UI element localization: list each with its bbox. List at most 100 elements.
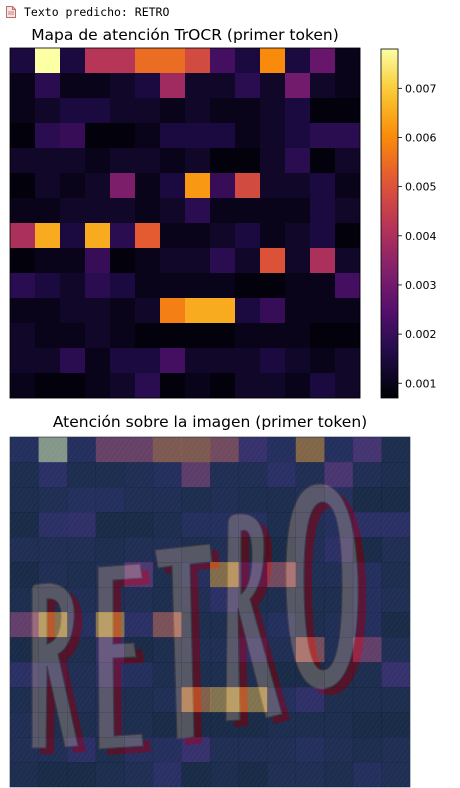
colorbar-tick-label: 0.007 bbox=[405, 82, 437, 95]
heatmap-cell bbox=[185, 223, 211, 249]
overlay-cell bbox=[95, 612, 125, 638]
overlay-cell bbox=[38, 737, 68, 763]
heatmap-cell bbox=[335, 248, 361, 274]
heatmap-cell bbox=[135, 273, 161, 299]
overlay-cell bbox=[67, 562, 97, 588]
heatmap-cell bbox=[60, 198, 86, 224]
heatmap-cell bbox=[210, 148, 236, 174]
overlay-cell bbox=[267, 487, 297, 513]
overlay-cell bbox=[210, 437, 239, 463]
heatmap-cell bbox=[335, 123, 361, 149]
overlay-cell bbox=[381, 612, 410, 638]
overlay-cell bbox=[238, 437, 268, 463]
overlay-cell bbox=[352, 762, 382, 787]
heatmap-cell bbox=[310, 148, 336, 174]
overlay-cell bbox=[238, 587, 268, 613]
heatmap-cell bbox=[235, 198, 261, 224]
heatmap-cell bbox=[60, 223, 86, 249]
heatmap-cell bbox=[185, 148, 211, 174]
heatmap-cells bbox=[10, 48, 361, 399]
heatmap-cell bbox=[60, 248, 86, 274]
output-line: Texto predicho: RETRO bbox=[6, 3, 169, 21]
heatmap-cell bbox=[110, 373, 136, 399]
overlay-cell bbox=[324, 662, 354, 688]
overlay-title: Atención sobre la imagen (primer token) bbox=[52, 413, 368, 431]
colorbar-tick-label: 0.002 bbox=[405, 328, 437, 341]
heatmap-cell bbox=[160, 373, 186, 399]
overlay-cell bbox=[324, 462, 354, 488]
overlay-cell bbox=[267, 587, 297, 613]
overlay-cell bbox=[381, 637, 410, 663]
heatmap-cell bbox=[185, 298, 211, 324]
overlay-cell bbox=[352, 737, 382, 763]
overlay-cell bbox=[95, 562, 125, 588]
heatmap-cell bbox=[85, 323, 111, 349]
overlay-cell bbox=[95, 687, 125, 713]
heatmap-cell bbox=[160, 348, 186, 374]
heatmap-cell bbox=[160, 273, 186, 299]
heatmap-cell bbox=[335, 348, 361, 374]
overlay-cell bbox=[352, 537, 382, 563]
overlay-cell bbox=[67, 487, 97, 513]
overlay-cell bbox=[210, 687, 239, 713]
overlay-cell bbox=[10, 662, 39, 688]
heatmap-cell bbox=[285, 223, 311, 249]
overlay-cell bbox=[38, 587, 68, 613]
heatmap-cell bbox=[10, 298, 36, 324]
heatmap-cell bbox=[10, 373, 36, 399]
overlay-cell bbox=[38, 487, 68, 513]
overlay-cell bbox=[38, 687, 68, 713]
heatmap-cell bbox=[285, 298, 311, 324]
heatmap-cell bbox=[110, 123, 136, 149]
heatmap-cell bbox=[10, 248, 36, 274]
heatmap-cell bbox=[110, 48, 136, 74]
overlay-cell bbox=[267, 737, 297, 763]
overlay-cell bbox=[124, 562, 154, 588]
heatmap-cell bbox=[210, 248, 236, 274]
heatmap-cell bbox=[135, 373, 161, 399]
overlay-cell bbox=[38, 712, 68, 738]
heatmap-cell bbox=[110, 198, 136, 224]
heatmap-cell bbox=[335, 148, 361, 174]
overlay-cell bbox=[352, 437, 382, 463]
heatmap-cell bbox=[335, 273, 361, 299]
heatmap-cell bbox=[110, 348, 136, 374]
overlay-cell bbox=[152, 687, 182, 713]
overlay-cell bbox=[124, 537, 154, 563]
heatmap-cell bbox=[260, 148, 286, 174]
heatmap-cell bbox=[285, 323, 311, 349]
heatmap-cell bbox=[210, 323, 236, 349]
heatmap-cell bbox=[60, 98, 86, 124]
heatmap-cell bbox=[210, 123, 236, 149]
overlay-cell bbox=[152, 637, 182, 663]
heatmap-cell bbox=[335, 373, 361, 399]
heatmap-cell bbox=[260, 198, 286, 224]
overlay-cell bbox=[67, 437, 97, 463]
heatmap-cell bbox=[335, 323, 361, 349]
overlay-cell bbox=[38, 562, 68, 588]
overlay-cell bbox=[95, 537, 125, 563]
overlay-cell bbox=[181, 487, 211, 513]
heatmap-cell bbox=[60, 148, 86, 174]
overlay-cell bbox=[210, 487, 239, 513]
heatmap-cell bbox=[285, 273, 311, 299]
overlay-cell bbox=[238, 512, 268, 538]
heatmap-cell bbox=[235, 248, 261, 274]
overlay-cell bbox=[267, 612, 297, 638]
overlay-cell bbox=[352, 562, 382, 588]
overlay-cell bbox=[324, 637, 354, 663]
overlay-cell bbox=[67, 462, 97, 488]
overlay-cell bbox=[38, 462, 68, 488]
overlay-cell bbox=[295, 462, 325, 488]
overlay-cell bbox=[238, 687, 268, 713]
overlay-cell bbox=[352, 612, 382, 638]
heatmap-cell bbox=[310, 173, 336, 199]
heatmap-cell bbox=[135, 323, 161, 349]
heatmap-cell bbox=[35, 298, 61, 324]
overlay-cell bbox=[324, 487, 354, 513]
overlay-cell bbox=[38, 637, 68, 663]
overlay-cell bbox=[324, 562, 354, 588]
overlay-cell bbox=[381, 662, 410, 688]
heatmap-cell bbox=[185, 173, 211, 199]
overlay-cell bbox=[295, 487, 325, 513]
